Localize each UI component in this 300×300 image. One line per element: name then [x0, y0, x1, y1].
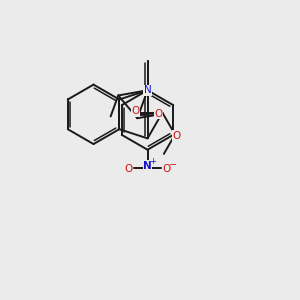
Text: O: O [131, 106, 140, 116]
Text: O: O [163, 164, 171, 174]
Text: N: N [144, 85, 152, 95]
Text: N: N [143, 161, 152, 171]
Text: O: O [124, 164, 132, 174]
Text: O: O [154, 109, 163, 119]
Text: O: O [172, 131, 181, 141]
Text: +: + [149, 157, 156, 166]
Text: −: − [169, 160, 177, 170]
